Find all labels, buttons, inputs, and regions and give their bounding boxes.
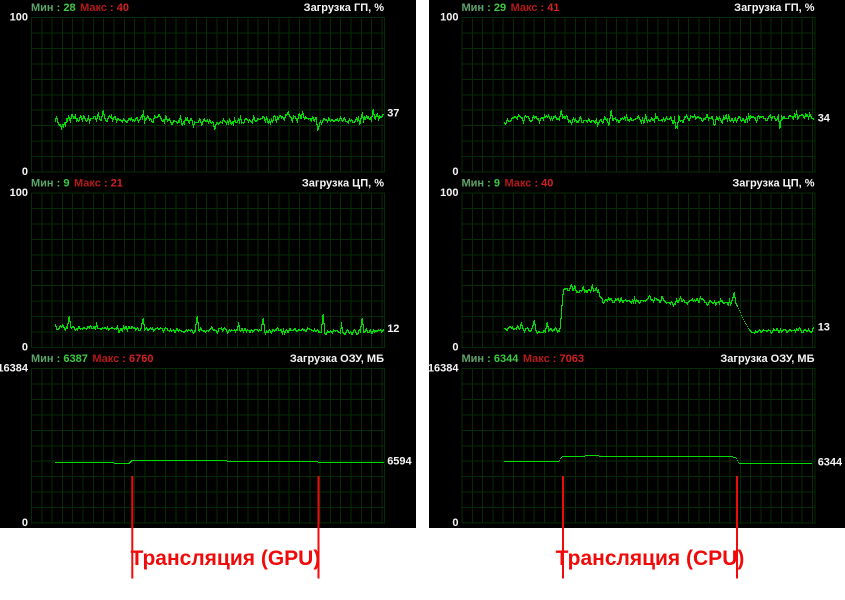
svg-text:100: 100: [10, 187, 28, 199]
svg-text:Загрузка ОЗУ, МБ: Загрузка ОЗУ, МБ: [290, 353, 384, 365]
svg-text:0: 0: [22, 166, 28, 178]
svg-text:6594: 6594: [387, 456, 412, 468]
svg-text:0: 0: [22, 342, 28, 354]
svg-text:0: 0: [452, 517, 458, 529]
svg-text:37: 37: [387, 108, 399, 120]
svg-text:16384: 16384: [0, 363, 29, 375]
svg-text:0: 0: [22, 517, 28, 529]
svg-text:Загрузка ЦП, %: Загрузка ЦП, %: [302, 177, 384, 189]
svg-text:Загрузка ОЗУ, МБ: Загрузка ОЗУ, МБ: [720, 353, 814, 365]
svg-text:100: 100: [10, 12, 28, 24]
svg-text:Трансляция (GPU): Трансляция (GPU): [130, 547, 320, 570]
svg-text:100: 100: [440, 187, 458, 199]
svg-text:100: 100: [440, 12, 458, 24]
svg-text:13: 13: [818, 322, 830, 334]
svg-text:34: 34: [818, 113, 831, 125]
svg-text:Загрузка ГП, %: Загрузка ГП, %: [304, 2, 385, 14]
svg-text:12: 12: [387, 323, 399, 335]
svg-text:16384: 16384: [428, 363, 459, 375]
svg-text:Загрузка ЦП, %: Загрузка ЦП, %: [732, 177, 814, 189]
svg-text:6344: 6344: [818, 457, 843, 469]
svg-text:Загрузка ГП, %: Загрузка ГП, %: [734, 2, 815, 14]
svg-text:0: 0: [452, 342, 458, 354]
svg-text:0: 0: [452, 166, 458, 178]
svg-text:Трансляция (CPU): Трансляция (CPU): [556, 547, 745, 570]
